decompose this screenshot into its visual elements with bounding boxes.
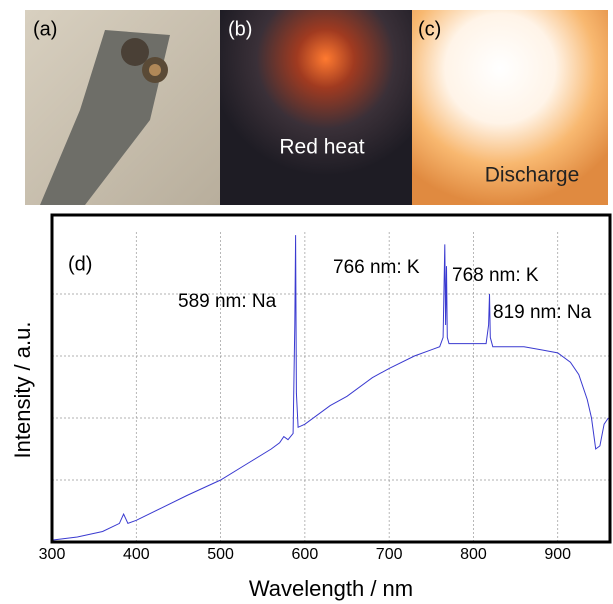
peak-annotation: 589 nm: Na: [178, 291, 277, 312]
photo-b: [220, 10, 412, 205]
x-tick-label: 700: [376, 546, 403, 563]
panel-label: (d): [68, 253, 92, 275]
photo-label: (b): [228, 18, 252, 40]
x-tick-label: 900: [544, 546, 571, 563]
x-tick-label: 500: [207, 546, 234, 563]
y-axis-label: Intensity / a.u.: [10, 322, 35, 459]
photo-caption: Discharge: [485, 164, 580, 187]
photo-label: (a): [33, 18, 57, 40]
x-tick-label: 300: [39, 546, 66, 563]
peak-annotation: 819 nm: Na: [493, 302, 592, 323]
plot-frame: [50, 213, 612, 544]
peak-annotation: 768 nm: K: [452, 265, 539, 286]
x-tick-label: 800: [460, 546, 487, 563]
x-axis-label: Wavelength / nm: [249, 576, 413, 601]
x-tick-label: 600: [292, 546, 319, 563]
photo-caption: Red heat: [279, 136, 364, 159]
peak-annotation: 766 nm: K: [333, 257, 420, 278]
photo-label: (c): [418, 18, 441, 40]
photo-c: [412, 10, 608, 205]
photo-a: [25, 10, 220, 205]
x-tick-label: 400: [123, 546, 150, 563]
spectrum-line: [51, 235, 609, 541]
